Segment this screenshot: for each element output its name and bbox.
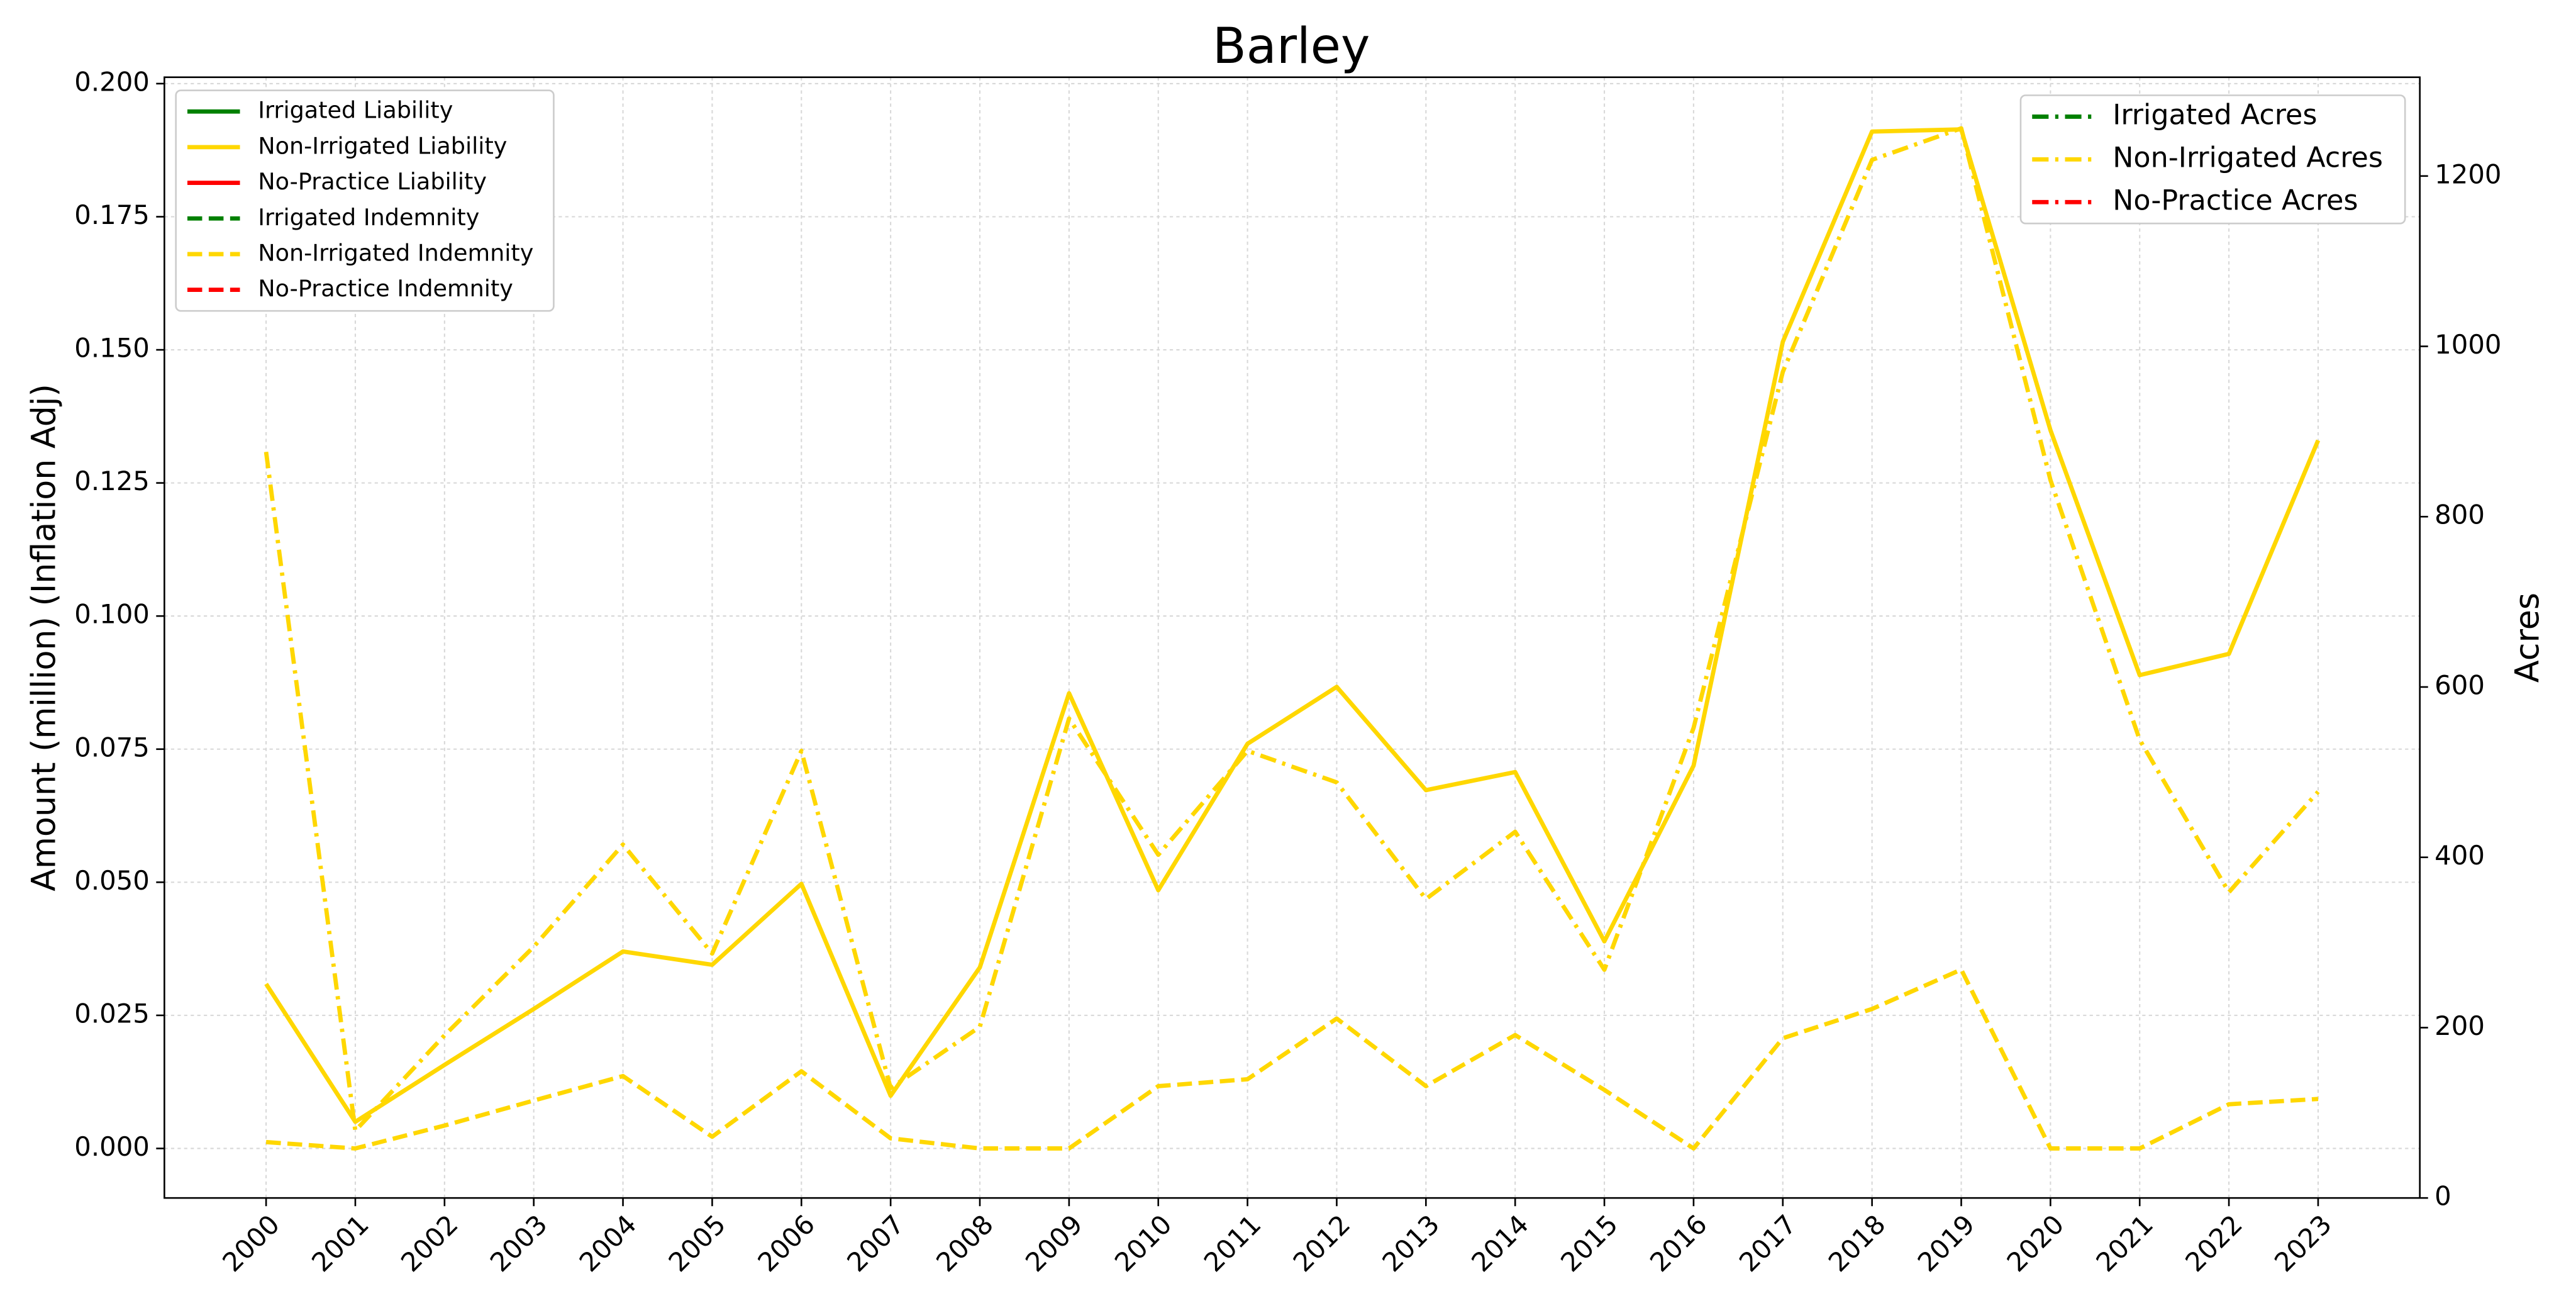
y-tick-label: 0.150 [74, 333, 150, 364]
legend-label: Non-Irrigated Indemnity [258, 239, 533, 266]
plot-frame [164, 76, 2421, 1199]
y2-tick-label: 200 [2434, 1010, 2485, 1041]
y-tick-label: 0.050 [74, 865, 150, 896]
series-line [264, 127, 2321, 1124]
y-axis-label: Amount (million) (Inflation Adj) [25, 384, 63, 891]
legend: Irrigated Acres Non-Irrigated Acres No-Pra… [2019, 94, 2406, 225]
y2-tick-label: 400 [2434, 840, 2485, 871]
y-tick-label: 0.175 [74, 199, 150, 230]
legend-label: Non-Irrigated Liability [258, 132, 507, 159]
y2-tick-label: 600 [2434, 669, 2485, 700]
legend-label: Irrigated Indemnity [258, 204, 479, 231]
legend-label: Non-Irrigated Acres [2112, 142, 2383, 174]
legend-label: Irrigated Acres [2112, 99, 2317, 131]
legend-label: No-Practice Acres [2112, 184, 2358, 216]
y-tick-label: 0.100 [74, 599, 150, 630]
legend-box [2019, 94, 2406, 225]
y-tick-label: 0.125 [74, 466, 150, 496]
series-line [264, 126, 2320, 1133]
legend: Irrigated Liability Non-Irrigated Liabili… [175, 89, 555, 312]
y-tick-label: 0.025 [74, 998, 150, 1029]
legend-label: No-Practice Liability [258, 168, 487, 195]
legend-label: Irrigated Liability [258, 97, 453, 124]
legend-box [175, 89, 555, 312]
chart-title: Barley [1213, 18, 1370, 75]
y2-tick-label: 1000 [2434, 329, 2501, 360]
y2-tick-label: 800 [2434, 500, 2485, 530]
y-tick-label: 0.200 [74, 66, 150, 97]
y2-tick-label: 1200 [2434, 159, 2501, 189]
series-line [265, 967, 2319, 1151]
y-tick-label: 0.075 [74, 732, 150, 763]
y2-tick-label: 0 [2434, 1181, 2451, 1212]
y2-axis-label: Acres [2509, 593, 2547, 683]
y-tick-label: 0.000 [74, 1131, 150, 1162]
legend-label: No-Practice Indemnity [258, 275, 513, 302]
